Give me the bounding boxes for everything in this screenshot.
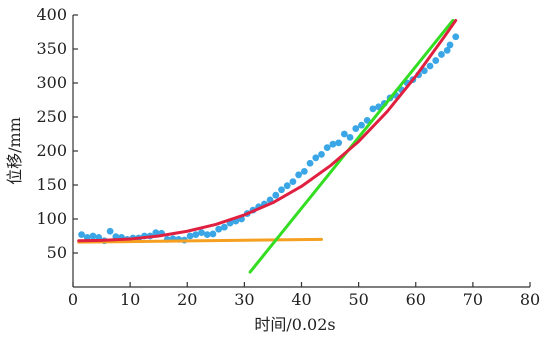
x-tick-label: 50	[348, 290, 368, 309]
x-axis-title: 时间/0.02s	[254, 315, 335, 334]
scatter-point	[278, 186, 285, 194]
scatter-point	[215, 225, 223, 233]
x-tick-label: 40	[291, 290, 311, 309]
scatter-point	[369, 105, 377, 113]
x-tick-label: 20	[177, 290, 197, 309]
scatter-point	[203, 231, 211, 239]
scatter-point	[329, 140, 337, 148]
scatter-point	[352, 125, 360, 132]
x-tick-label: 80	[520, 290, 540, 309]
scatter-point	[272, 191, 280, 199]
scatter-point	[323, 144, 331, 152]
scatter-point	[289, 178, 297, 186]
scatter-point	[426, 62, 434, 70]
y-tick-label: 200	[36, 141, 67, 160]
y-tick-label: 400	[36, 5, 67, 24]
y-axis-title: 位移/mm	[5, 117, 24, 185]
scatter-point	[192, 231, 200, 239]
scatter-point	[89, 232, 97, 240]
x-tick-label: 70	[463, 290, 483, 309]
scatter-point	[78, 231, 85, 239]
x-tick-label: 0	[68, 290, 78, 309]
scatter-point	[106, 227, 114, 235]
y-tick-label: 50	[47, 243, 67, 262]
scatter-point	[358, 121, 365, 129]
scatter-point	[283, 182, 291, 190]
ticks: 0 10 20 30 40 50 60 70 80 50 100 150 200 250 300 350 400	[36, 5, 540, 309]
scatter-point	[443, 46, 451, 54]
scatter-point	[295, 171, 303, 179]
scatter-point	[300, 168, 308, 175]
scatter-point	[446, 41, 454, 49]
y-tick-label: 100	[36, 209, 67, 228]
y-tick-label: 250	[36, 107, 67, 126]
fit-line	[77, 237, 323, 244]
scatter-point	[220, 223, 228, 231]
fit-curve	[77, 18, 458, 243]
scatter-point	[363, 117, 371, 124]
scatter-point	[335, 139, 343, 147]
axes	[72, 15, 530, 288]
scatter-point	[438, 51, 445, 58]
x-tick-label: 30	[234, 290, 254, 309]
scatter-point	[452, 33, 460, 41]
y-tick-label: 350	[36, 39, 67, 58]
scatter-point	[346, 134, 354, 141]
scatter-point	[209, 230, 217, 238]
scatter-point	[318, 151, 325, 158]
y-tick-label: 150	[36, 175, 67, 194]
plot-area	[77, 18, 460, 274]
scatter-point	[306, 159, 314, 167]
scatter-point	[198, 229, 205, 237]
scatter-point	[340, 130, 348, 138]
x-tick-label: 10	[120, 290, 140, 309]
scatter-point	[83, 233, 91, 241]
scatter-point	[312, 154, 320, 162]
scatter-point	[186, 232, 194, 240]
scatter-point	[432, 57, 440, 64]
scatter-point	[152, 229, 160, 237]
x-tick-label: 60	[406, 290, 426, 309]
y-tick-label: 300	[36, 73, 67, 92]
